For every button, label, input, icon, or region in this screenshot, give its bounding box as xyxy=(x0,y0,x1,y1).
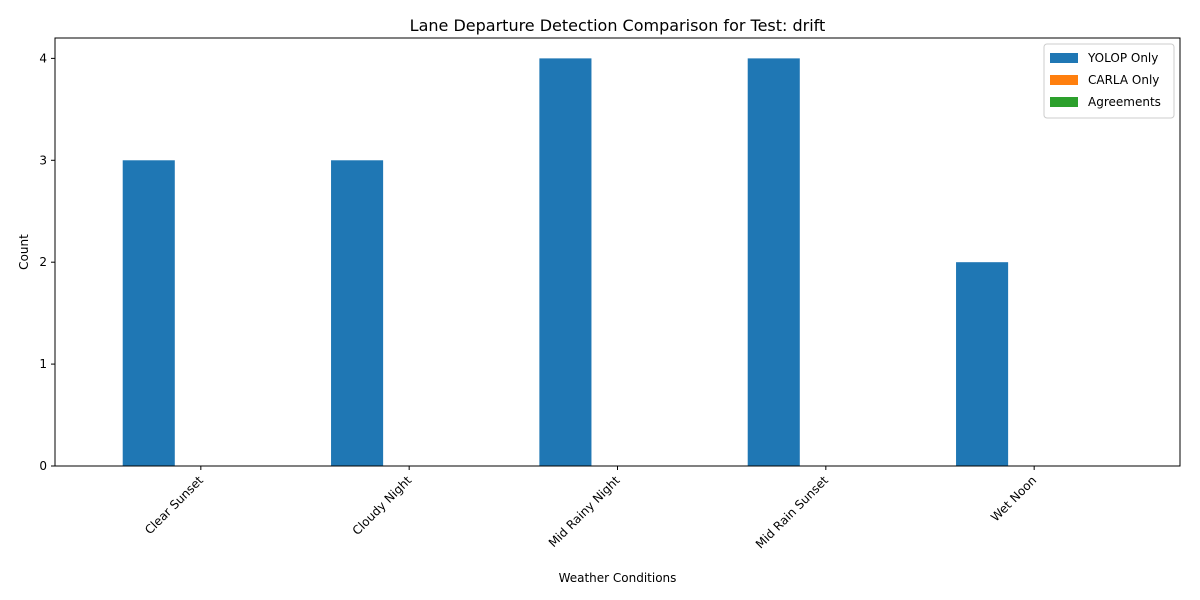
legend: YOLOP Only CARLA Only Agreements xyxy=(1043,43,1175,119)
bar-yolop-only-2 xyxy=(539,58,592,466)
y-axis-label: Count xyxy=(17,234,31,270)
bars-group xyxy=(122,58,1009,467)
legend-label: Agreements xyxy=(1088,95,1161,109)
x-tick-label: Clear Sunset xyxy=(142,473,206,537)
legend-label: YOLOP Only xyxy=(1087,51,1158,65)
y-tick-label: 2 xyxy=(39,255,47,269)
y-tick-label: 1 xyxy=(39,357,47,371)
bar-yolop-only-4 xyxy=(956,262,1009,466)
y-axis: 0 1 2 3 4 xyxy=(39,51,55,473)
bar-yolop-only-0 xyxy=(122,160,175,467)
bar-yolop-only-1 xyxy=(331,160,384,467)
y-tick-label: 4 xyxy=(39,51,47,65)
legend-label: CARLA Only xyxy=(1088,73,1159,87)
chart-title: Lane Departure Detection Comparison for … xyxy=(410,16,826,35)
plot-frame xyxy=(54,37,1181,467)
x-tick-label: Cloudy Night xyxy=(350,473,415,538)
y-tick-label: 3 xyxy=(39,153,47,167)
legend-swatch xyxy=(1050,97,1078,107)
x-tick-label: Mid Rainy Night xyxy=(546,473,623,550)
legend-swatch xyxy=(1050,53,1078,63)
x-tick-label: Wet Noon xyxy=(988,473,1039,524)
legend-swatch xyxy=(1050,75,1078,85)
y-tick-label: 0 xyxy=(39,459,47,473)
x-axis: Clear Sunset Cloudy Night Mid Rainy Night M… xyxy=(142,466,1039,551)
x-axis-label: Weather Conditions xyxy=(559,571,677,585)
x-tick-label: Mid Rain Sunset xyxy=(753,473,831,551)
bar-yolop-only-3 xyxy=(747,58,800,466)
